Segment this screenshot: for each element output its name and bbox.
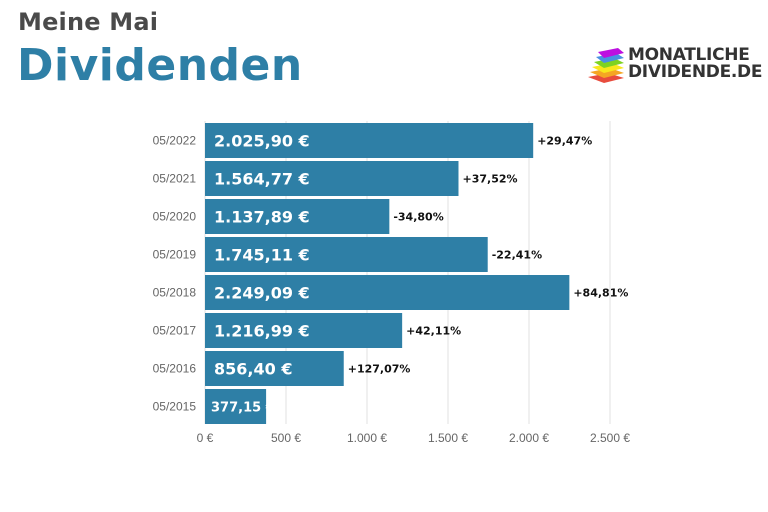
bar-value-label: 1.216,99 €: [214, 322, 310, 341]
bar[interactable]: [205, 199, 390, 234]
category-label: 05/2021: [153, 172, 197, 186]
page-title: Dividenden: [17, 40, 303, 91]
bar[interactable]: [205, 313, 403, 348]
category-label: 05/2018: [153, 286, 197, 300]
logo-slab: [590, 68, 624, 78]
bar[interactable]: [205, 237, 488, 272]
logo-icon: [588, 48, 624, 83]
change-label: +37,52%: [462, 173, 517, 186]
logo-text-line2: DIVIDENDE.DE: [628, 62, 763, 82]
bar-value-label: 2.249,09 €: [214, 284, 310, 303]
logo-text-line1: MONATLICHE: [628, 45, 750, 65]
change-label: -34,80%: [393, 211, 443, 224]
logo-slab: [588, 73, 624, 83]
bar-value-label: 856,40 €: [214, 360, 292, 379]
x-tick-label: 500 €: [271, 431, 301, 445]
bar[interactable]: [205, 275, 570, 310]
header-subtitle: Meine Mai: [18, 8, 159, 36]
category-label: 05/2016: [153, 362, 197, 376]
category-label: 05/2022: [153, 134, 197, 148]
change-label: +127,07%: [348, 363, 411, 376]
bar-value-label: 1.137,89 €: [214, 208, 310, 227]
bar-value-label: 377,15 €: [211, 401, 275, 416]
bar[interactable]: [205, 123, 534, 158]
bar[interactable]: [205, 161, 459, 196]
change-label: +84,81%: [573, 287, 628, 300]
logo-slab: [596, 53, 624, 63]
x-tick-label: 0 €: [197, 431, 214, 445]
bar[interactable]: [205, 351, 344, 386]
category-label: 05/2020: [153, 210, 197, 224]
bar-value-label: 2.025,90 €: [214, 132, 310, 151]
x-tick-label: 2.000 €: [509, 431, 549, 445]
x-tick-label: 1.000 €: [347, 431, 387, 445]
category-label: 05/2019: [153, 248, 197, 262]
category-label: 05/2017: [153, 324, 197, 338]
category-label: 05/2015: [153, 400, 197, 414]
brand-logo[interactable]: MONATLICHE DIVIDENDE.DE: [586, 45, 762, 90]
bar-value-label: 1.564,77 €: [214, 170, 310, 189]
x-tick-label: 1.500 €: [428, 431, 468, 445]
bar[interactable]: [205, 389, 267, 424]
logo-text: MONATLICHE DIVIDENDE.DE: [628, 47, 762, 81]
change-label: +42,11%: [406, 325, 461, 338]
logo-slab: [598, 48, 624, 58]
change-label: -22,41%: [492, 249, 542, 262]
bar-value-label: 1.745,11 €: [214, 246, 310, 265]
change-label: +29,47%: [537, 135, 592, 148]
x-tick-label: 2.500 €: [590, 431, 630, 445]
